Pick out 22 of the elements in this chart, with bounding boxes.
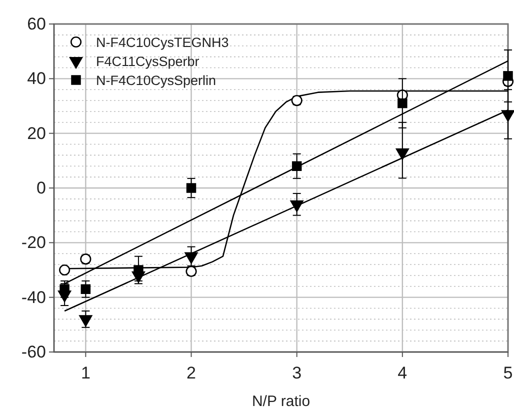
point <box>398 98 408 108</box>
point <box>292 161 302 172</box>
point <box>503 71 513 81</box>
legend-label: N-F4C10CysTEGNH3 <box>96 35 229 50</box>
point <box>186 183 196 193</box>
x-tick-label: 3 <box>292 364 302 383</box>
x-tick-label: 5 <box>503 364 513 383</box>
y-tick-label: 0 <box>36 178 46 198</box>
y-tick-label: 40 <box>27 69 46 88</box>
x-axis-title: N/P ratio <box>252 393 310 410</box>
x-tick-label: 1 <box>80 364 90 383</box>
x-tick-label: 2 <box>186 364 196 383</box>
legend-label: N-F4C10CysSperlin <box>96 73 216 88</box>
x-tick-label: 4 <box>398 364 408 383</box>
y-tick-label: 20 <box>27 124 46 143</box>
legend-label: F4C11CysSperbr <box>96 54 200 69</box>
y-tick-label: -20 <box>21 233 46 252</box>
point <box>59 264 70 276</box>
y-tick-label: -40 <box>21 288 46 307</box>
y-tick-label: -60 <box>21 342 46 362</box>
y-tick-label: 60 <box>27 14 46 34</box>
point <box>80 284 91 294</box>
